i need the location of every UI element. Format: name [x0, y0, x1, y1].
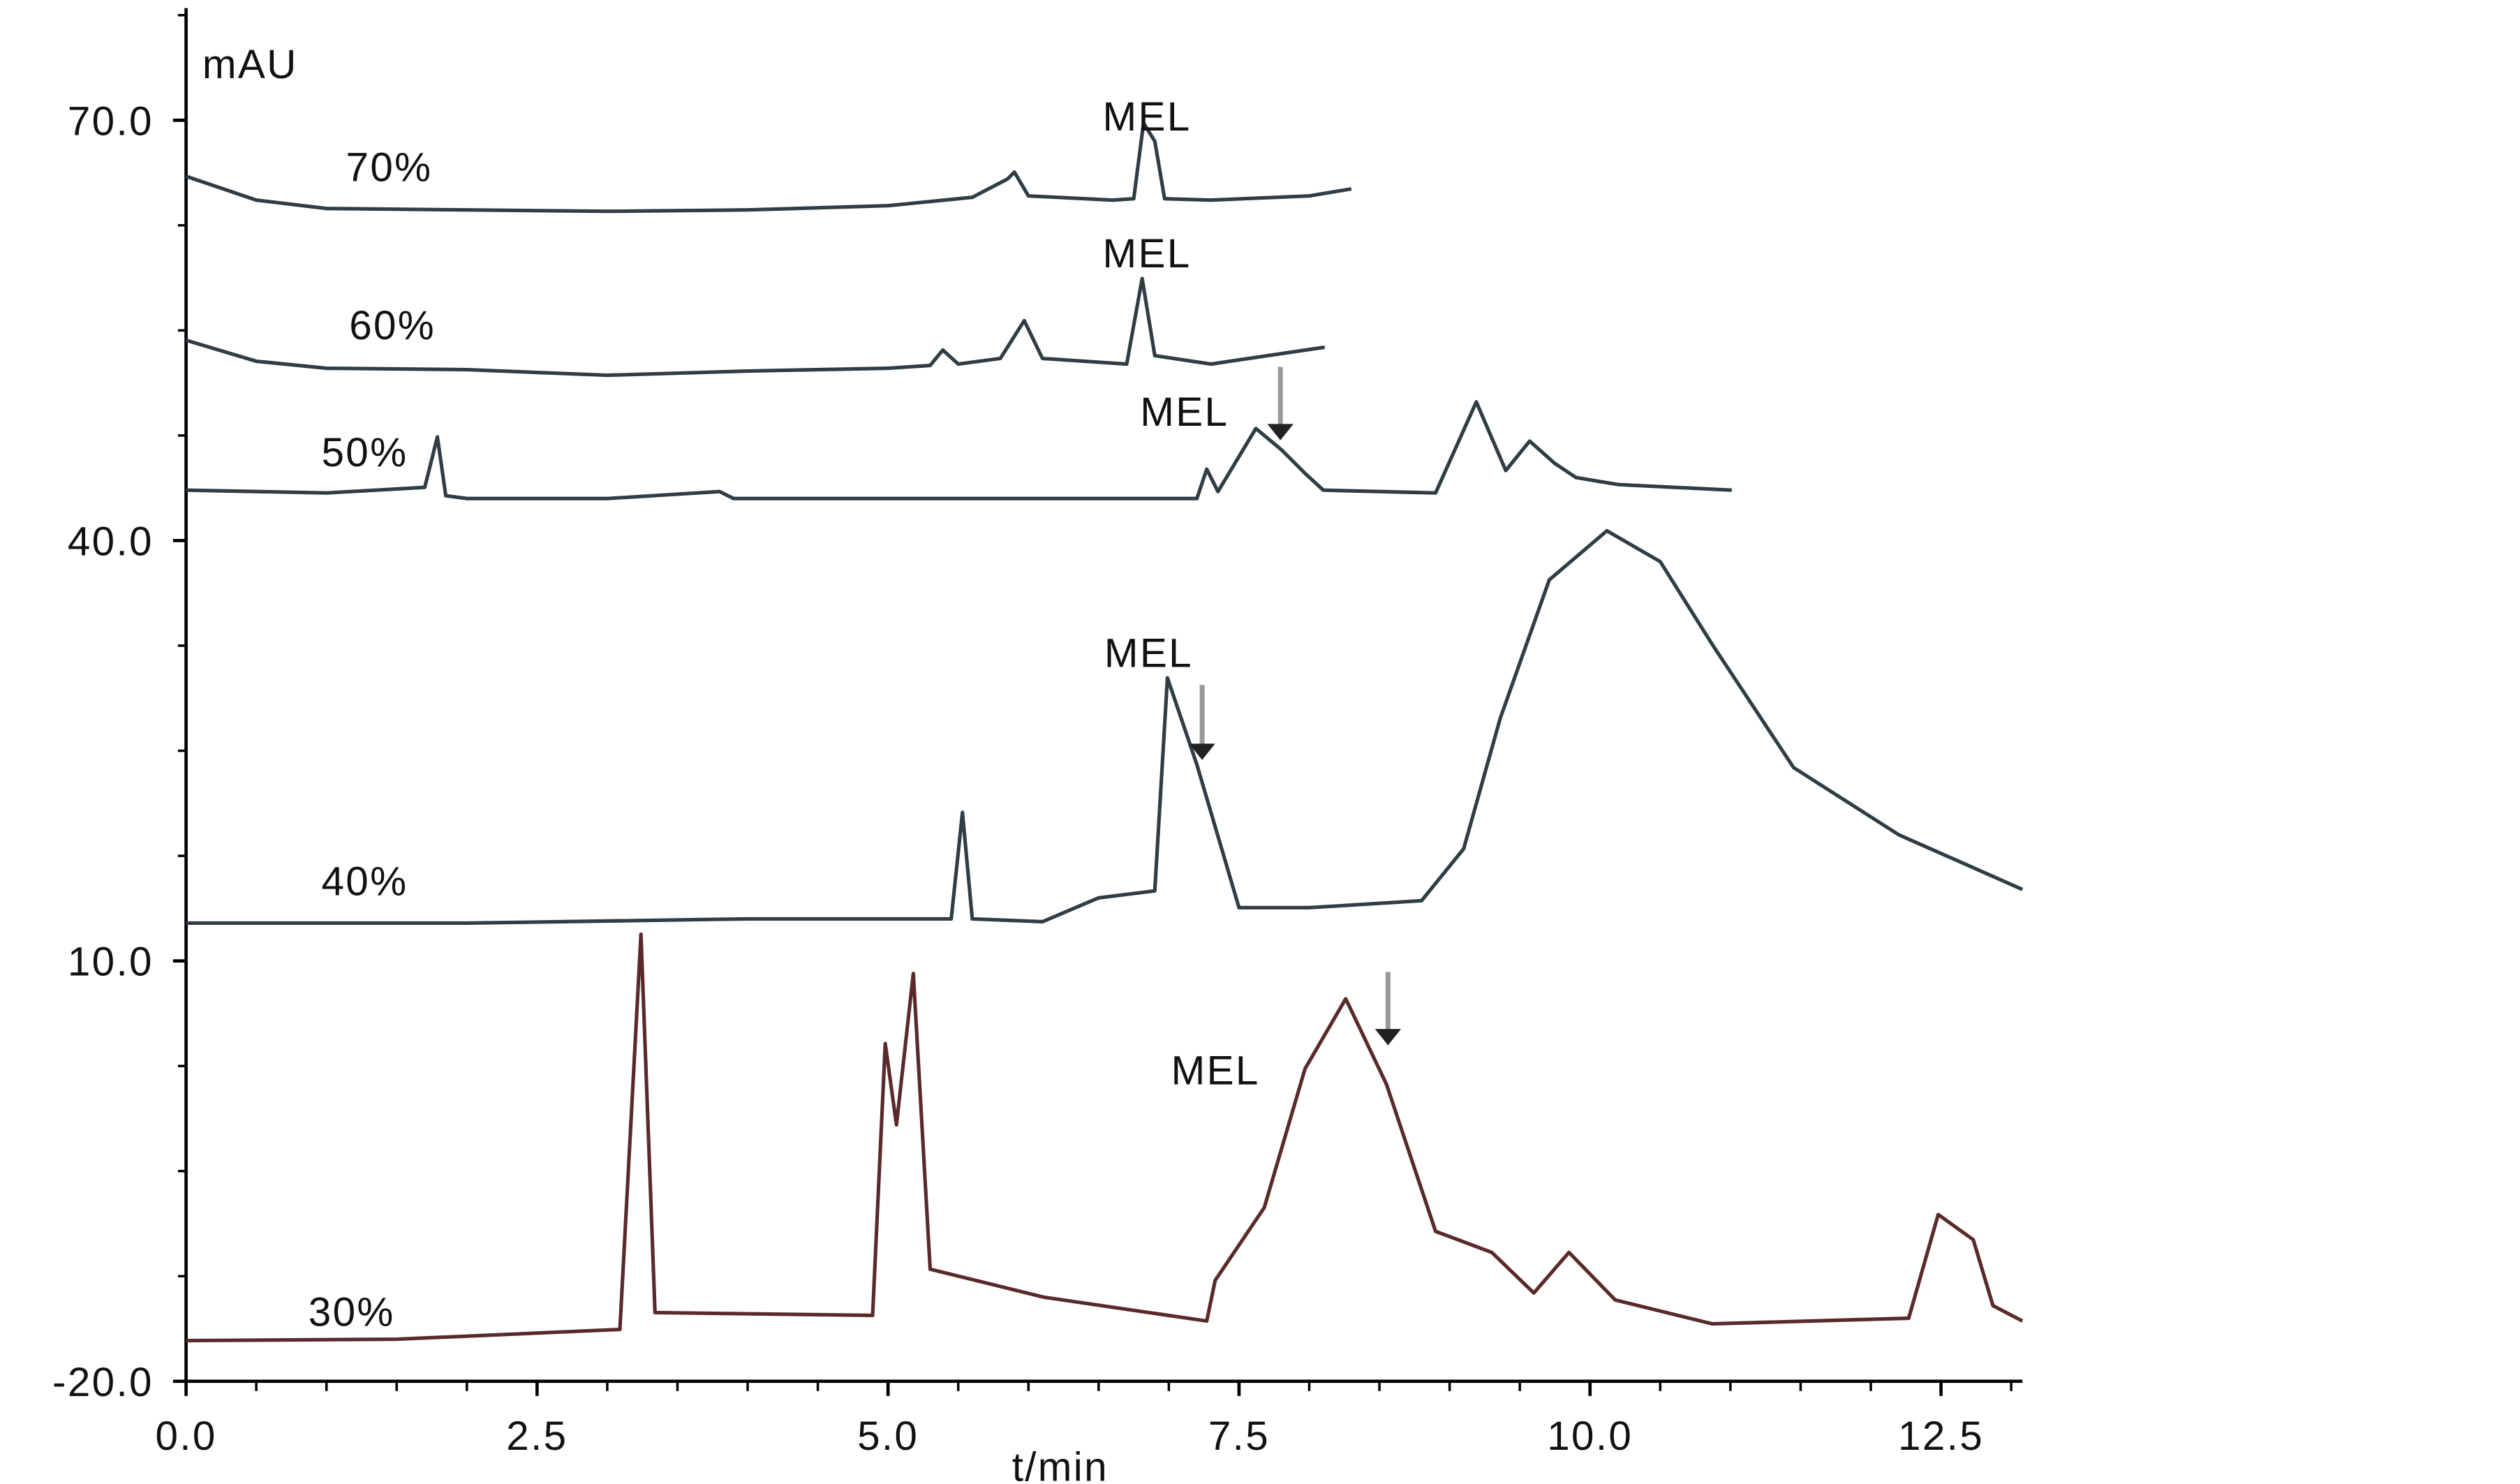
series-line [186, 528, 2024, 926]
series-line [186, 932, 2024, 1343]
series-label: 60% [349, 303, 436, 348]
y-tick-label: 10.0 [68, 940, 154, 985]
x-tick-label: 12.5 [1898, 1413, 1984, 1459]
series-line [185, 276, 1326, 378]
x-axis-label: t/min [1012, 1444, 1109, 1484]
y-tick-label: 40.0 [68, 519, 154, 564]
peak-annotation: MEL [1103, 231, 1192, 276]
arrow-head [1267, 424, 1294, 440]
series-label: 40% [321, 859, 408, 905]
series-label: 30% [309, 1289, 395, 1335]
y-axis-label: mAU [202, 42, 298, 87]
arrow-head [1374, 1029, 1402, 1046]
y-tick-label: 70.0 [68, 98, 154, 144]
y-tick-label: -20.0 [52, 1360, 154, 1405]
x-tick-label: 7.5 [1208, 1413, 1270, 1459]
x-tick-label: 5.0 [857, 1413, 919, 1459]
series-line [185, 121, 1352, 214]
series-label: 50% [321, 430, 408, 475]
arrow-head [1189, 743, 1215, 760]
x-tick-label: 10.0 [1547, 1413, 1633, 1459]
series-label: 70% [346, 144, 433, 190]
peak-annotation: MEL [1104, 631, 1193, 676]
peak-annotation: MEL [1171, 1048, 1260, 1094]
x-tick-label: 2.5 [506, 1413, 568, 1459]
peak-annotation: MEL [1140, 389, 1229, 435]
peak-annotation: MEL [1103, 94, 1192, 140]
x-tick-label: 0.0 [155, 1413, 216, 1459]
series-line [186, 400, 1733, 500]
